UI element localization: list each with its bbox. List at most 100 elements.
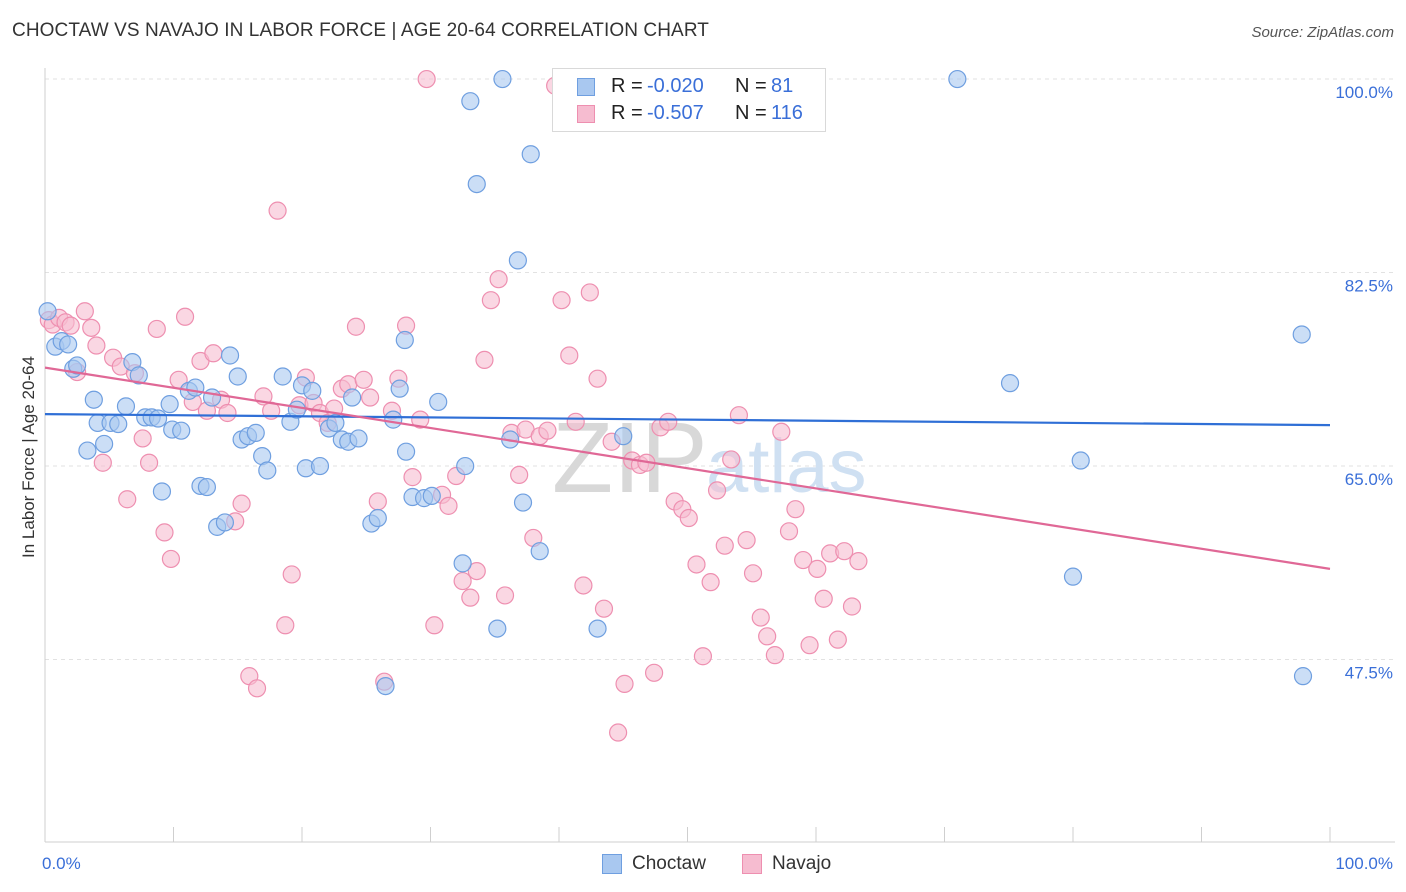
choctaw-point <box>116 397 136 416</box>
choctaw-r-value: -0.020 <box>647 75 704 97</box>
navajo-point <box>566 412 585 431</box>
navajo-point <box>808 559 827 578</box>
choctaw-point <box>152 482 172 501</box>
navajo-point <box>758 627 777 646</box>
navajo-point <box>118 490 137 509</box>
navajo-point <box>828 630 847 649</box>
navajo-point <box>594 599 614 618</box>
legend-row-choctaw: R = -0.020 N = 81 <box>553 73 825 101</box>
choctaw-point <box>202 388 222 407</box>
choctaw-point <box>273 367 292 386</box>
navajo-point <box>403 468 422 487</box>
navajo-point <box>232 494 251 513</box>
choctaw-point <box>246 423 265 442</box>
navajo-point <box>737 531 756 550</box>
y-axis-title: In Labor Force | Age 20-64 <box>19 356 38 558</box>
navajo-point <box>368 492 387 511</box>
navajo-point <box>707 481 727 500</box>
navajo-point <box>814 589 833 608</box>
source-label: Source: ZipAtlas.com <box>1251 24 1394 41</box>
choctaw-legend-swatch <box>602 854 622 874</box>
choctaw-point <box>78 441 97 460</box>
choctaw-point <box>376 676 395 696</box>
navajo-point <box>87 336 106 355</box>
n-label: N = <box>735 102 767 124</box>
choctaw-point <box>109 414 128 434</box>
choctaw-point <box>395 330 414 350</box>
choctaw-point <box>160 395 179 414</box>
navajo-point <box>268 201 287 220</box>
navajo-point <box>411 410 430 429</box>
navajo-point <box>743 564 763 583</box>
choctaw-point <box>461 92 480 111</box>
navajo-point <box>75 302 94 321</box>
navajo-point <box>835 542 854 561</box>
tick-labels: 47.5% 65.0% 82.5% 100.0% 0.0% 100.0% <box>42 83 1393 873</box>
choctaw-point <box>215 513 234 532</box>
navajo-point <box>701 573 720 592</box>
choctaw-trend-line <box>44 412 1331 427</box>
navajo-point <box>679 508 698 528</box>
navajo-point <box>346 317 366 336</box>
chart-title: CHOCTAW VS NAVAJO IN LABOR FORCE | AGE 2… <box>12 20 710 41</box>
navajo-point <box>538 421 557 440</box>
choctaw-point <box>1071 451 1090 470</box>
navajo-point <box>361 388 380 407</box>
navajo-point <box>772 422 791 441</box>
navajo-point <box>794 550 813 570</box>
choctaw-point <box>390 379 409 398</box>
choctaw-point <box>343 388 362 407</box>
navajo-point <box>644 663 664 682</box>
choctaw-point <box>588 619 607 638</box>
choctaw-point <box>513 493 533 512</box>
choctaw-point <box>614 427 633 446</box>
navajo-point <box>560 346 579 365</box>
choctaw-point <box>303 381 322 400</box>
choctaw-point <box>220 346 240 365</box>
navajo-point <box>510 465 529 485</box>
navajo-point <box>82 318 101 337</box>
n-label: N = <box>735 75 767 97</box>
choctaw-point <box>59 335 78 354</box>
navajo-point <box>687 555 706 574</box>
navajo-point <box>574 576 593 595</box>
y-tick-label: 47.5% <box>1345 664 1393 683</box>
series-legend: Choctaw Navajo <box>0 852 1406 878</box>
navajo-point <box>147 319 166 339</box>
x-tick-label-max: 100.0% <box>1335 854 1393 873</box>
choctaw-point <box>68 356 87 375</box>
navajo-point <box>161 549 181 569</box>
choctaw-point <box>129 366 148 385</box>
navajo-point <box>779 522 799 541</box>
choctaw-point <box>38 302 57 321</box>
r-label: R = <box>611 75 643 97</box>
choctaw-point <box>1293 667 1313 686</box>
navajo-point <box>417 69 436 89</box>
choctaw-n-value: 81 <box>771 75 794 97</box>
navajo-point <box>786 500 805 519</box>
navajo-point <box>722 450 741 469</box>
navajo-swatch <box>577 105 595 123</box>
navajo-legend-label: Navajo <box>772 853 832 874</box>
y-tick-label: 82.5% <box>1345 277 1393 296</box>
navajo-point <box>659 412 678 431</box>
navajo-point <box>155 523 174 542</box>
navajo-point <box>849 552 868 571</box>
choctaw-point <box>396 442 416 461</box>
navajo-point <box>800 636 819 655</box>
choctaw-point <box>197 477 217 497</box>
navajo-point <box>453 571 472 591</box>
choctaw-point <box>422 486 441 506</box>
navajo-point <box>282 565 301 584</box>
choctaw-points <box>38 69 1313 696</box>
choctaw-point <box>1292 325 1311 344</box>
choctaw-point <box>493 69 512 89</box>
navajo-point <box>276 616 295 635</box>
r-label: R = <box>611 102 643 124</box>
navajo-point <box>425 616 444 635</box>
navajo-point <box>481 291 500 310</box>
choctaw-point <box>384 410 403 429</box>
navajo-r-value: -0.507 <box>647 102 704 124</box>
navajo-point <box>715 536 734 555</box>
